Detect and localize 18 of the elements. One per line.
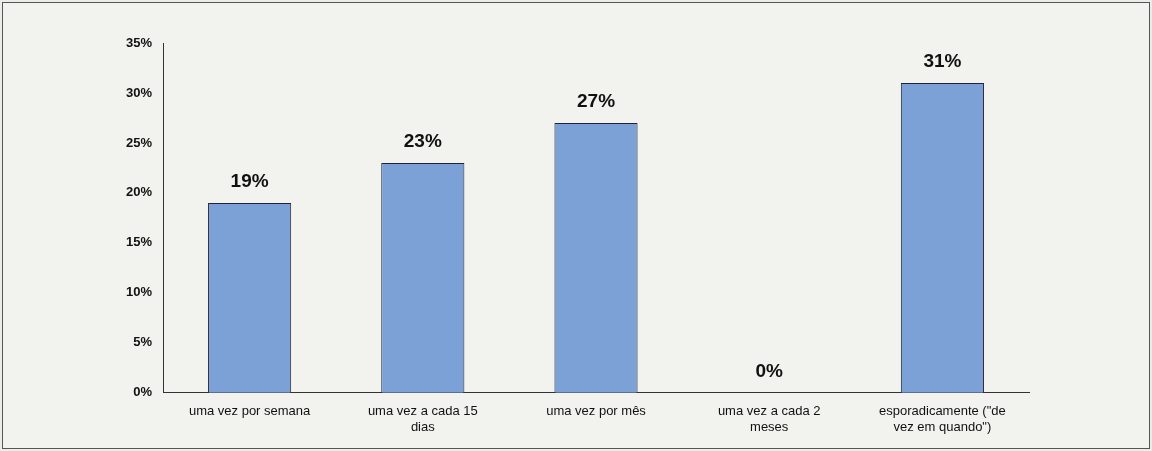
x-tick-label: esporadicamente ("de vez em quando") bbox=[879, 403, 1006, 434]
data-label: 27% bbox=[576, 89, 616, 111]
y-tick-label: 15% bbox=[125, 234, 153, 250]
x-tick-label: uma vez a cada 2 meses bbox=[717, 403, 821, 434]
y-tick-label: 20% bbox=[125, 184, 153, 200]
data-label: 0% bbox=[755, 359, 784, 381]
data-label: 23% bbox=[403, 129, 442, 151]
y-tick-label: 5% bbox=[133, 334, 153, 350]
y-tick-label: 25% bbox=[125, 134, 153, 150]
x-tick-label: uma vez a cada 15 dias bbox=[367, 403, 478, 434]
y-tick-label: 0% bbox=[133, 384, 153, 400]
data-label: 31% bbox=[923, 49, 962, 71]
y-tick-label: 10% bbox=[125, 284, 153, 300]
x-tick-label: uma vez por semana bbox=[188, 403, 312, 419]
data-label: 19% bbox=[230, 169, 269, 191]
y-tick-label: 30% bbox=[125, 84, 153, 100]
y-tick-label: 35% bbox=[125, 34, 153, 50]
x-tick-label: uma vez por mês bbox=[546, 403, 647, 419]
